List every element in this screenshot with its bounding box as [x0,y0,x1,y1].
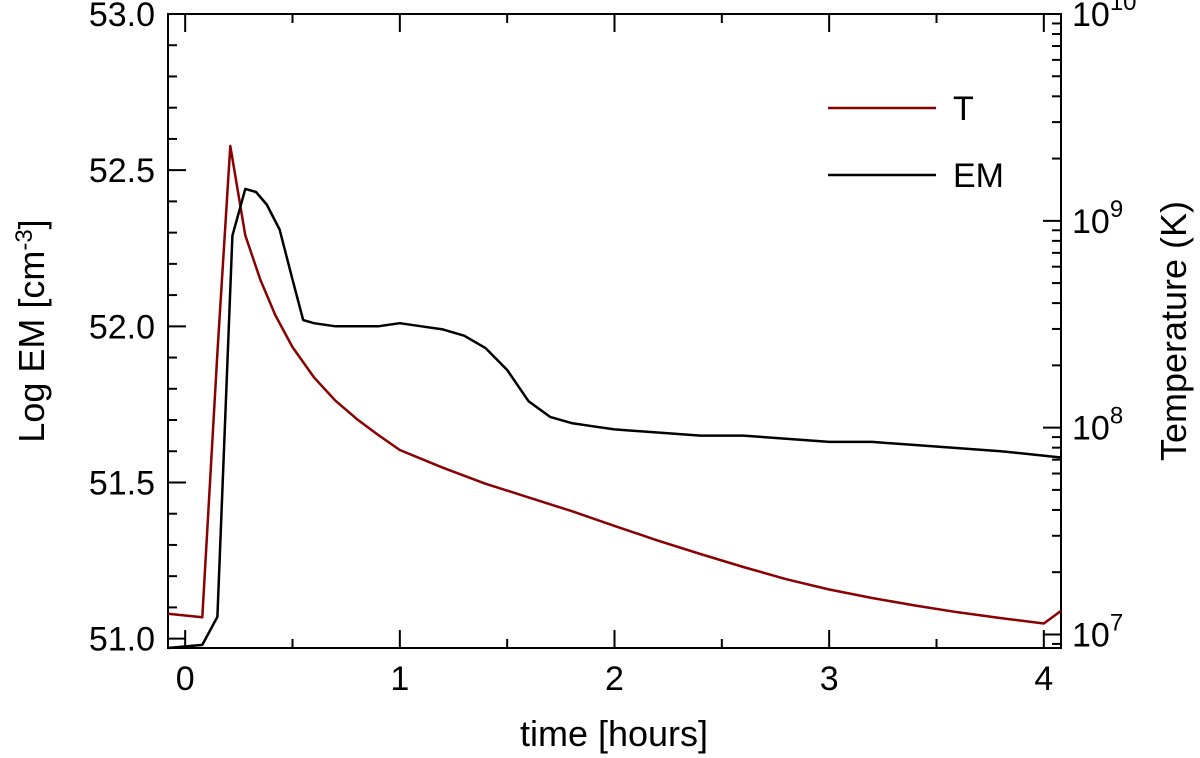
series-line-em [167,187,1062,650]
y-left-axis-title-end: ] [11,219,52,229]
y-right-tick-label: 1010 [1072,0,1137,34]
y-right-tick-base: 10 [1072,0,1110,34]
y-right-tick-label: 107 [1072,609,1123,654]
x-tick-label: 3 [820,660,839,698]
x-tick-label: 4 [1034,660,1053,698]
axis-ticks [168,13,1061,648]
y-left-axis-title-main: Log EM [cm [11,251,52,443]
y-right-tick-label: 108 [1072,403,1123,448]
y-left-axis-title-sup: -3 [11,229,38,250]
y-right-axis-title: Temperature (K) [1153,201,1194,461]
series-layer [167,144,1062,650]
y-right-tick-base: 10 [1072,203,1110,241]
legend: T EM [828,90,1004,195]
x-tick-label: 1 [390,660,409,698]
y-left-tick-label: 52.5 [89,152,155,190]
y-right-tick-label: 109 [1072,196,1123,241]
legend-label-em: EM [953,157,1004,195]
y-right-tick-exp: 8 [1110,403,1123,430]
y-right-tick-base: 10 [1072,410,1110,448]
y-left-tick-label: 51.5 [89,464,155,502]
y-left-axis-title: Log EM [cm-3] [11,219,52,442]
x-tick-label: 0 [176,660,195,698]
series-line-t [167,144,1062,625]
y-left-tick-label: 53.0 [89,0,155,34]
y-right-tick-exp: 10 [1110,0,1137,16]
legend-label-t: T [953,90,974,128]
y-left-tick-label: 51.0 [89,621,155,659]
y-right-tick-base: 10 [1072,616,1110,654]
y-right-tick-exp: 7 [1110,609,1123,636]
x-tick-label: 2 [605,660,624,698]
y-right-tick-exp: 9 [1110,196,1123,223]
y-left-tick-label: 52.0 [89,308,155,346]
x-axis-title: time [hours] [520,713,708,754]
